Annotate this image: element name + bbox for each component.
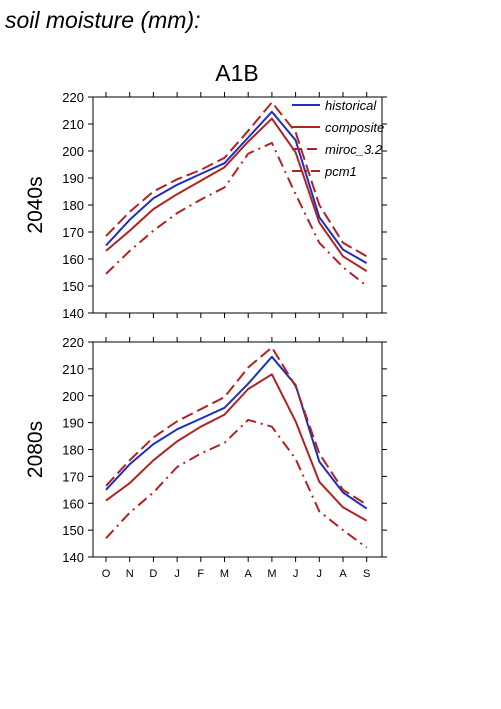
x-tick-label: S — [363, 568, 370, 580]
x-tick-label: M — [267, 568, 276, 580]
x-tick-label: O — [102, 568, 111, 580]
y-tick-label: 170 — [62, 225, 84, 240]
plot-frame — [92, 341, 383, 558]
y-tick-label: 180 — [62, 198, 84, 213]
y-tick-label: 200 — [62, 144, 84, 159]
y-tick-label: 190 — [62, 416, 84, 431]
series-line-miroc_3.2 — [105, 101, 368, 258]
legend: historical composite miroc_3.2 pcm1 — [292, 98, 384, 179]
x-tick-label: A — [339, 568, 347, 580]
series-line-composite — [105, 117, 368, 272]
legend-label-pcm1: pcm1 — [324, 164, 357, 179]
y-tick-label: 210 — [62, 117, 84, 132]
y-tick-label: 160 — [62, 496, 84, 511]
x-tick-label: F — [197, 568, 204, 580]
y-tick-label: 220 — [62, 335, 84, 350]
x-tick-label: J — [317, 568, 323, 580]
y-tick-label: 150 — [62, 523, 84, 538]
series-line-historical — [105, 355, 368, 510]
row-label: 2080s — [24, 421, 47, 478]
x-tick-label: M — [220, 568, 229, 580]
panel-2080s: 140 150 160 170 180 190 200 210 220 O N D J F M A M J J A S 2… — [24, 335, 387, 580]
series-line-pcm1 — [105, 418, 368, 549]
legend-label-composite: composite — [325, 120, 384, 135]
x-tick-label: D — [149, 568, 157, 580]
scenario-title: A1B — [215, 60, 258, 86]
series-line-miroc_3.2 — [105, 346, 368, 506]
series-line-pcm1 — [105, 141, 368, 287]
x-tick-label: N — [126, 568, 134, 580]
legend-label-historical: historical — [325, 98, 377, 113]
y-tick-label: 200 — [62, 389, 84, 404]
row-label: 2040s — [24, 176, 47, 233]
y-tick-label: 180 — [62, 443, 84, 458]
figure-heading: soil moisture (mm): — [5, 7, 201, 33]
series-line-historical — [105, 110, 368, 264]
y-tick-label: 210 — [62, 362, 84, 377]
y-tick-label: 140 — [62, 306, 84, 321]
y-tick-label: 170 — [62, 469, 84, 484]
legend-label-miroc_3.2: miroc_3.2 — [325, 142, 383, 157]
series-line-composite — [105, 373, 368, 522]
panel-2040s: 140 150 160 170 180 190 200 210 220 2040s historic… — [24, 90, 387, 321]
x-tick-label: A — [245, 568, 253, 580]
x-tick-label: J — [174, 568, 180, 580]
y-tick-label: 220 — [62, 90, 84, 105]
y-tick-label: 150 — [62, 279, 84, 294]
y-tick-label: 160 — [62, 252, 84, 267]
x-tick-label: J — [293, 568, 299, 580]
y-tick-label: 190 — [62, 171, 84, 186]
y-tick-label: 140 — [62, 550, 84, 565]
